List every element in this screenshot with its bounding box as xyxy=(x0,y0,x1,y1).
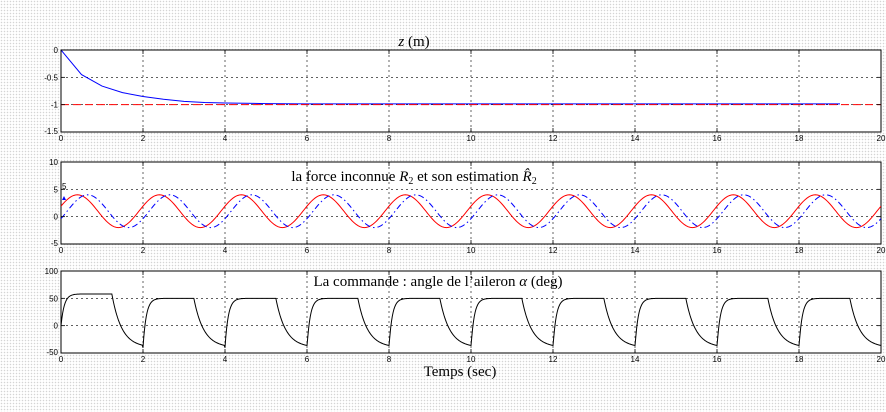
x-tick-label: 10 xyxy=(467,246,476,255)
x-tick-label: 2 xyxy=(141,246,146,255)
series-line-1 xyxy=(61,194,881,229)
x-tick-label: 0 xyxy=(59,355,64,364)
x-ticks: 0 2 4 6 8 10 12 14 16 18 20 xyxy=(59,271,886,364)
panel-title: la force inconnue R2 et son estimation R… xyxy=(291,169,536,187)
x-tick-label: 18 xyxy=(795,134,804,143)
x-tick-label: 10 xyxy=(467,355,476,364)
grid xyxy=(61,271,881,353)
x-tick-label: 6 xyxy=(305,355,310,364)
y-ticks: 0 -0.5 -1 -1.5 xyxy=(44,46,881,136)
x-ticks: 0 2 4 6 8 10 12 14 16 18 20 xyxy=(59,162,886,255)
x-tick-label: 16 xyxy=(713,134,722,143)
x-tick-label: 10 xyxy=(467,134,476,143)
series-line-0 xyxy=(61,293,881,348)
marker-label: 5 xyxy=(62,182,67,191)
y-tick-label: -5 xyxy=(51,239,59,248)
series-group xyxy=(61,293,881,348)
x-tick-label: 14 xyxy=(631,355,640,364)
x-tick-label: 18 xyxy=(795,246,804,255)
y-tick-label: -0.5 xyxy=(44,73,58,82)
series-line-0 xyxy=(61,50,840,105)
panel-title: z (m) xyxy=(397,34,429,50)
x-tick-label: 16 xyxy=(713,355,722,364)
y-tick-label: -1 xyxy=(51,101,59,110)
series-group xyxy=(61,194,881,229)
x-tick-label: 0 xyxy=(59,134,64,143)
x-axis-label: Temps (sec) xyxy=(424,364,497,380)
x-tick-label: 4 xyxy=(223,134,228,143)
y-ticks: 10 5 0 -5 xyxy=(49,158,881,248)
x-tick-label: 16 xyxy=(713,246,722,255)
y-tick-label: 50 xyxy=(49,294,58,303)
panel-z: 0 2 4 6 8 10 12 14 16 18 20 0 -0.5 -1 -1.5 z (m) xyxy=(44,34,886,143)
x-tick-label: 2 xyxy=(141,355,146,364)
x-tick-label: 12 xyxy=(549,246,558,255)
x-tick-label: 14 xyxy=(631,134,640,143)
y-ticks: 100 50 0 -50 xyxy=(45,267,881,357)
y-tick-label: 5 xyxy=(54,185,59,194)
y-tick-label: -50 xyxy=(46,348,58,357)
series-line-0 xyxy=(61,194,881,229)
series-group xyxy=(61,50,881,106)
x-tick-label: 12 xyxy=(549,355,558,364)
marker-start xyxy=(62,196,66,200)
x-tick-label: 20 xyxy=(877,134,886,143)
x-tick-label: 18 xyxy=(795,355,804,364)
x-tick-label: 4 xyxy=(223,355,228,364)
x-tick-label: 2 xyxy=(141,134,146,143)
x-tick-label: 0 xyxy=(59,246,64,255)
y-tick-label: 0 xyxy=(54,46,59,55)
y-tick-label: 10 xyxy=(49,158,58,167)
x-tick-label: 6 xyxy=(305,246,310,255)
y-tick-label: 0 xyxy=(54,322,59,331)
x-tick-label: 8 xyxy=(387,355,392,364)
x-tick-label: 4 xyxy=(223,246,228,255)
panel-title: La commande : angle de l’aileron α (deg) xyxy=(313,274,562,290)
y-tick-label: -1.5 xyxy=(44,127,58,136)
x-ticks: 0 2 4 6 8 10 12 14 16 18 20 xyxy=(59,50,886,143)
x-tick-label: 14 xyxy=(631,246,640,255)
y-tick-label: 100 xyxy=(45,267,59,276)
x-tick-label: 20 xyxy=(877,246,886,255)
grid xyxy=(61,162,881,244)
y-tick-label: 0 xyxy=(54,213,59,222)
x-tick-label: 6 xyxy=(305,134,310,143)
x-tick-label: 8 xyxy=(387,246,392,255)
x-tick-label: 12 xyxy=(549,134,558,143)
x-tick-label: 20 xyxy=(877,355,886,364)
x-tick-label: 8 xyxy=(387,134,392,143)
